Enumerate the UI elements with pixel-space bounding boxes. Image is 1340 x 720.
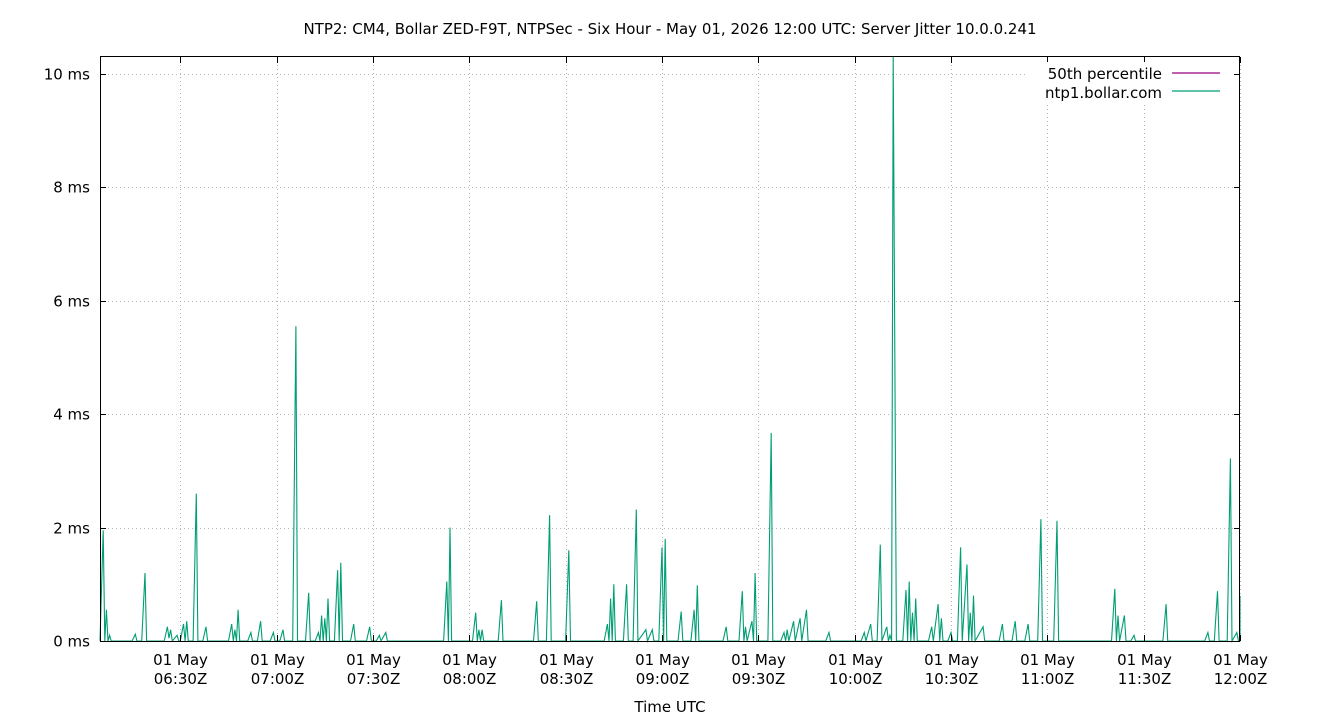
legend-label-percentile: 50th percentile — [1048, 65, 1162, 83]
y-tick-label: 10 ms — [44, 66, 90, 84]
y-tick-label: 2 ms — [53, 520, 90, 538]
x-tick-label-time: 10:00Z — [829, 670, 883, 688]
x-axis-label: Time UTC — [633, 698, 705, 716]
x-tick-label-time: 07:00Z — [251, 670, 305, 688]
x-tick-label-time: 09:00Z — [636, 670, 690, 688]
x-tick-label-time: 11:30Z — [1118, 670, 1172, 688]
legend-label-ntp1: ntp1.bollar.com — [1045, 84, 1162, 102]
x-tick-label-date: 01 May — [442, 651, 497, 669]
x-tick-label-time: 07:30Z — [347, 670, 401, 688]
chart-title: NTP2: CM4, Bollar ZED-F9T, NTPSec - Six … — [303, 20, 1036, 38]
x-tick-label-time: 11:00Z — [1021, 670, 1075, 688]
x-tick-label-time: 12:00Z — [1214, 670, 1268, 688]
x-tick-label-time: 08:00Z — [443, 670, 497, 688]
x-tick-label-date: 01 May — [1213, 651, 1268, 669]
x-tick-label-date: 01 May — [346, 651, 401, 669]
x-tick-label-date: 01 May — [539, 651, 594, 669]
legend: 50th percentile ntp1.bollar.com — [1026, 62, 1234, 104]
x-tick-label-date: 01 May — [1020, 651, 1075, 669]
x-tick-label-time: 06:30Z — [154, 670, 208, 688]
y-axis: 0 ms 2 ms 4 ms 6 ms 8 ms 10 ms — [44, 66, 1240, 651]
y-tick-label: 0 ms — [53, 633, 90, 651]
y-tick-label: 6 ms — [53, 293, 90, 311]
x-tick-label-date: 01 May — [924, 651, 979, 669]
x-tick-label-date: 01 May — [828, 651, 883, 669]
x-tick-label-time: 09:30Z — [732, 670, 786, 688]
x-tick-label-date: 01 May — [250, 651, 305, 669]
y-tick-label: 4 ms — [53, 406, 90, 424]
y-tick-label: 8 ms — [53, 179, 90, 197]
legend-background — [1026, 62, 1234, 104]
x-tick-label-date: 01 May — [1117, 651, 1172, 669]
x-tick-label-date: 01 May — [731, 651, 786, 669]
series-line-ntp1 — [99, 56, 1241, 644]
x-tick-label-time: 08:30Z — [540, 670, 594, 688]
x-tick-label-time: 10:30Z — [925, 670, 979, 688]
grid-lines — [100, 57, 1241, 641]
x-tick-label-date: 01 May — [153, 651, 208, 669]
series-layer — [99, 56, 1241, 644]
x-tick-label-date: 01 May — [635, 651, 690, 669]
plot-frame — [100, 56, 1240, 642]
